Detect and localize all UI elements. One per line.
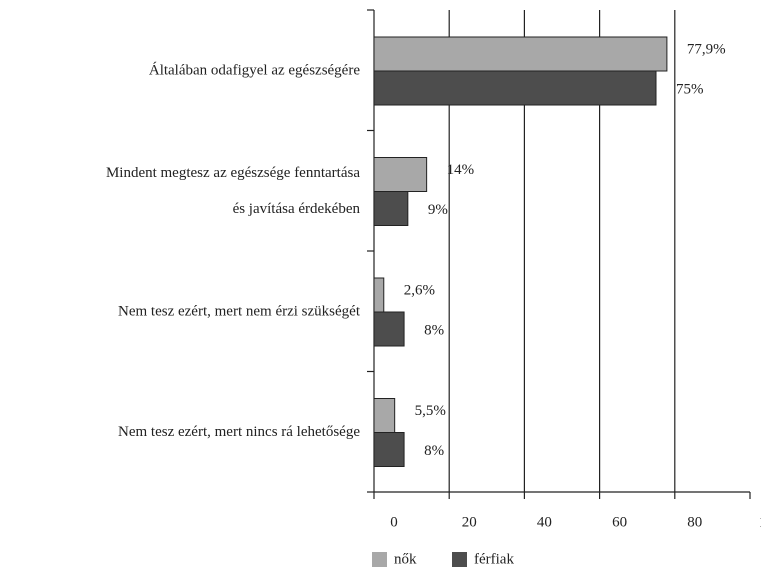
value-label: 14%	[447, 162, 475, 178]
category-label: Általában odafigyel az egészségére	[149, 61, 360, 78]
bar	[373, 432, 405, 467]
legend-label: férfiak	[474, 551, 514, 567]
x-tick-label: 40	[537, 514, 552, 530]
value-label: 9%	[428, 202, 448, 218]
bar	[373, 157, 428, 192]
category-label: Nem tesz ezért, mert nincs rá lehetősége	[118, 424, 360, 440]
bar	[373, 191, 409, 226]
category-label: Mindent megtesz az egészsége fenntartása	[106, 165, 360, 181]
value-label: 75%	[676, 81, 704, 97]
value-label: 77,9%	[687, 41, 726, 57]
value-label: 5,5%	[415, 403, 446, 419]
x-tick-label: 20	[462, 514, 477, 530]
bar	[373, 311, 405, 347]
category-label: Nem tesz ezért, mert nem érzi szükségét	[118, 303, 361, 319]
bar	[373, 36, 668, 72]
legend-swatch	[372, 552, 387, 567]
value-label: 8%	[424, 322, 444, 338]
x-tick-label: 60	[612, 514, 627, 530]
legend-label: nők	[394, 551, 417, 567]
category-label: és javítása érdekében	[233, 201, 361, 217]
value-label: 2,6%	[404, 282, 435, 298]
bar	[373, 398, 396, 433]
bar	[373, 70, 657, 106]
value-label: 8%	[424, 443, 444, 459]
x-tick-label: 80	[687, 514, 702, 530]
bar	[373, 277, 385, 313]
legend-swatch	[452, 552, 467, 567]
x-tick-label: 100	[759, 514, 761, 530]
x-tick-label: 0	[390, 514, 398, 530]
